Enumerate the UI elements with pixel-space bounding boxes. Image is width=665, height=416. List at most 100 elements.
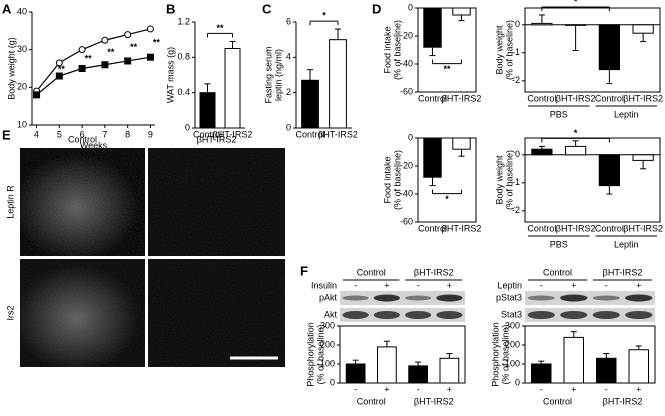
blot-strip — [525, 291, 655, 305]
x-tick-label: βHT-IRS2 — [623, 223, 663, 233]
blot-band — [592, 311, 620, 319]
bar — [632, 24, 654, 34]
error-bar — [458, 149, 465, 157]
bar — [224, 48, 241, 129]
y-axis-label: Body weight (g) — [6, 37, 16, 100]
micrograph-texture — [148, 259, 285, 367]
y-tick-label: 0 — [185, 122, 190, 132]
y-axis-label: (% of baseline) — [504, 150, 514, 210]
x-tick-label: 5 — [57, 129, 62, 139]
bar — [452, 7, 471, 16]
x-tick-label: + — [636, 384, 641, 394]
error-bar — [415, 361, 422, 366]
annotation: ** — [153, 37, 161, 47]
x-tick-label: 4 — [34, 129, 39, 139]
bar — [301, 79, 319, 129]
y-tick-label: 0.8 — [177, 52, 190, 62]
point — [146, 25, 154, 33]
series-line — [36, 28, 151, 92]
y-tick-label: 0 — [515, 377, 520, 387]
y-tick-label: -20 — [400, 30, 413, 40]
x-tick-label: + — [384, 384, 389, 394]
significance: * — [574, 128, 578, 138]
y-axis-label: Fasting serum — [263, 46, 273, 103]
point — [146, 53, 154, 61]
annotation: ** — [58, 64, 66, 74]
blot-band — [592, 295, 620, 301]
x-tick-label: Control — [527, 223, 556, 233]
x-tick-label: Control — [595, 223, 624, 233]
micrograph-glow — [20, 259, 145, 367]
blot-band — [625, 294, 653, 302]
error-bar — [538, 14, 545, 24]
error-bar — [640, 160, 647, 170]
bar — [598, 24, 620, 71]
y-tick-label: -60 — [400, 86, 413, 96]
blot-group-label: Control — [543, 267, 572, 277]
blot-band — [405, 295, 432, 301]
plot-frame — [417, 137, 477, 223]
y-tick-label: -60 — [400, 216, 413, 226]
bar — [199, 92, 216, 129]
x-tick-label: - — [354, 384, 357, 394]
error-bar — [635, 345, 642, 350]
blot-strip — [340, 291, 465, 305]
plot-frame — [339, 325, 466, 384]
y-tick-label: 20 — [17, 82, 27, 92]
blot-band — [527, 311, 555, 319]
error-bar — [204, 83, 211, 93]
bar — [598, 154, 620, 187]
significance: * — [445, 194, 449, 204]
point — [124, 57, 132, 65]
y-tick-label: 300 — [320, 320, 335, 330]
blot-treatment: Leptin — [497, 280, 522, 290]
x-tick-label: 6 — [80, 129, 85, 139]
blot-row-label: Akt — [324, 309, 338, 319]
point — [55, 72, 63, 80]
error-bar — [572, 25, 579, 52]
x-tick-label: Control — [193, 129, 222, 139]
x-tick-label: βHT-IRS2 — [556, 223, 596, 233]
y-tick-label: 0 — [408, 2, 413, 12]
y-tick-label: -2 — [512, 205, 520, 215]
lane-label: + — [636, 280, 641, 290]
micrograph-texture — [148, 148, 285, 256]
panel-label: F — [300, 263, 308, 278]
y-axis-label: leptin (ng/ml) — [273, 49, 283, 101]
blot-band — [560, 311, 588, 319]
blot-treatment: Insulin — [311, 280, 337, 290]
bar — [565, 24, 587, 26]
plot-frame — [417, 7, 477, 93]
y-tick-label: -40 — [400, 58, 413, 68]
y-tick-label: 0.4 — [177, 87, 190, 97]
y-tick-label: -2 — [512, 75, 520, 85]
blot-band — [342, 311, 369, 319]
lane-label: + — [571, 280, 576, 290]
y-tick-label: -20 — [400, 160, 413, 170]
error-bar — [335, 28, 341, 40]
y-tick-label: 200 — [505, 339, 520, 349]
significance: * — [322, 10, 326, 20]
error-bar — [570, 331, 577, 338]
group-label: PBS — [550, 109, 568, 119]
point — [33, 91, 41, 99]
annotation: ** — [130, 42, 138, 52]
x-tick-label: 9 — [148, 129, 153, 139]
error-bar — [606, 69, 613, 85]
group-label: PBS — [550, 239, 568, 249]
error-bar — [229, 40, 236, 49]
y-tick-label: 0 — [408, 132, 413, 142]
series-line — [36, 56, 151, 96]
point — [101, 61, 109, 69]
x-tick-label: βHT-IRS2 — [442, 93, 482, 103]
y-tick-label: 2 — [286, 87, 291, 97]
blot-band — [625, 311, 653, 319]
point — [55, 59, 63, 67]
bar — [563, 336, 584, 384]
error-bar — [307, 69, 313, 81]
y-tick-label: 0 — [286, 122, 291, 132]
panel-label: A — [2, 1, 12, 16]
y-axis-label: Body weight — [494, 25, 504, 75]
error-bar — [383, 340, 390, 347]
y-tick-label: 0 — [515, 149, 520, 159]
